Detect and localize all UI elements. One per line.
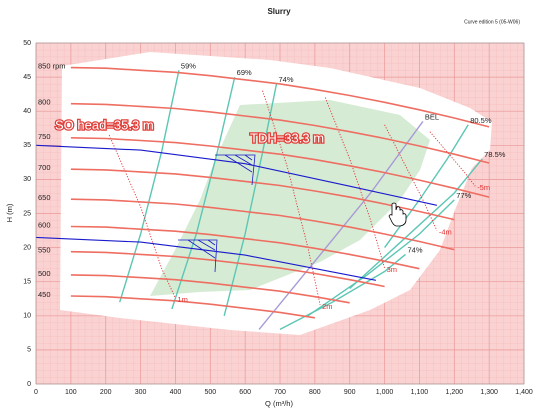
speed-curve [70, 66, 490, 128]
y-tick-label: 45 [23, 74, 31, 81]
x-tick-label: 500 [204, 389, 216, 396]
x-tick-label: 200 [100, 389, 112, 396]
annotation: SO head=35.3 m [55, 117, 154, 132]
efficiency-curve [223, 83, 278, 316]
efficiency-curve [171, 76, 236, 310]
speed-label: 750 [38, 132, 51, 141]
speed-curve [70, 168, 455, 221]
system-curve [35, 236, 377, 281]
x-tick-label: 1,000 [376, 389, 394, 396]
x-tick-label: 0 [34, 389, 38, 396]
x-tick-label: 800 [309, 389, 321, 396]
speed-curve [70, 274, 350, 304]
speed-label: 550 [38, 246, 51, 255]
speed-curve [70, 250, 385, 288]
y-tick-label: 50 [23, 40, 31, 47]
speed-curve [70, 295, 316, 319]
efficiency-label: 78.5% [484, 150, 506, 159]
efficiency-label: 80.5% [470, 116, 492, 125]
speed-label: 600 [38, 220, 51, 229]
x-tick-label: 1,200 [446, 389, 464, 396]
speed-curve [70, 102, 490, 164]
efficiency-label: 74% [279, 75, 294, 84]
efficiency-label: 69% [237, 68, 252, 77]
y-tick-label: 25 [23, 210, 31, 217]
bel-line [258, 120, 424, 330]
x-tick-label: 400 [170, 389, 182, 396]
preferred-region [150, 100, 430, 296]
cursor-icon [388, 202, 407, 227]
y-tick-label: 20 [23, 244, 31, 251]
npsh-label: -4m [439, 228, 452, 237]
chart-title: Slurry [267, 7, 291, 16]
chart-subtitle: Curve edition 5 (05-W06) [464, 19, 520, 25]
y-tick-label: 10 [23, 313, 31, 320]
y-tick-label: 15 [23, 279, 31, 286]
x-tick-label: 1,100 [411, 389, 429, 396]
speed-label: 700 [38, 163, 51, 172]
x-tick-label: 700 [274, 389, 286, 396]
speed-label: 850 rpm [38, 62, 66, 71]
efficiency-curve [119, 70, 180, 303]
y-tick-label: 30 [23, 176, 31, 183]
x-tick-label: 900 [344, 389, 356, 396]
y-tick-label: 0 [27, 381, 31, 388]
npsh-curve [429, 131, 476, 187]
plot-frame [35, 42, 525, 385]
speed-label: 650 [38, 193, 51, 202]
speed-curve [70, 198, 455, 251]
curves [35, 66, 490, 331]
speed-curve [70, 137, 490, 198]
speed-curve [70, 225, 420, 270]
x-tick-label: 1,300 [480, 389, 498, 396]
y-tick-label: 35 [23, 142, 31, 149]
x-tick-label: 300 [135, 389, 147, 396]
efficiency-curve [307, 199, 455, 317]
speed-label: 450 [38, 290, 51, 299]
bel-label: BEL [425, 112, 439, 121]
x-tick-label: 1,400 [515, 389, 533, 396]
hatch-markers [178, 154, 256, 273]
npsh-curve [324, 97, 386, 269]
system-curve [35, 144, 438, 206]
efficiency-label: 77% [456, 191, 471, 200]
speed-label: 500 [38, 269, 51, 278]
y-axis-label: H (m) [5, 203, 14, 222]
x-axis-label: Q (m³/h) [265, 399, 293, 408]
npsh-label: 3m [387, 265, 397, 274]
x-tick-label: 600 [239, 389, 251, 396]
npsh-label: -5m [477, 183, 490, 192]
annotation: TDH=33.3 m [250, 130, 324, 145]
efficiency-curve [349, 158, 483, 290]
y-tick-label: 5 [27, 347, 31, 354]
y-tick-label: 40 [23, 108, 31, 115]
efficiency-label: 74% [407, 245, 422, 254]
efficiency-label: 59% [181, 61, 196, 70]
npsh-label: 2m [322, 302, 332, 311]
x-tick-label: 100 [65, 389, 77, 396]
npsh-curve [384, 124, 438, 231]
speed-label: 800 [38, 98, 51, 107]
npsh-label: 1m [177, 295, 187, 304]
npsh-curve [262, 90, 321, 305]
